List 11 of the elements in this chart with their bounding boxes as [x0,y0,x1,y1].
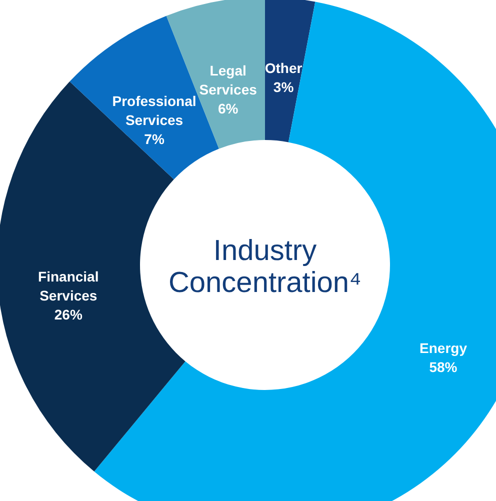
slice-label: Professional Services [112,93,196,128]
slice-label: Energy [420,340,468,356]
slice-label: Other [264,60,303,76]
slice-label: Legal Services [199,62,258,98]
data-label: 58% [429,358,458,375]
data-label: 7% [144,131,165,148]
slice-label: Financial Services [38,268,99,304]
data-label: 3% [273,78,294,95]
data-label: 6% [218,100,239,116]
data-label: 26% [54,306,83,322]
text: Industry Concentration⁴ [168,235,362,299]
